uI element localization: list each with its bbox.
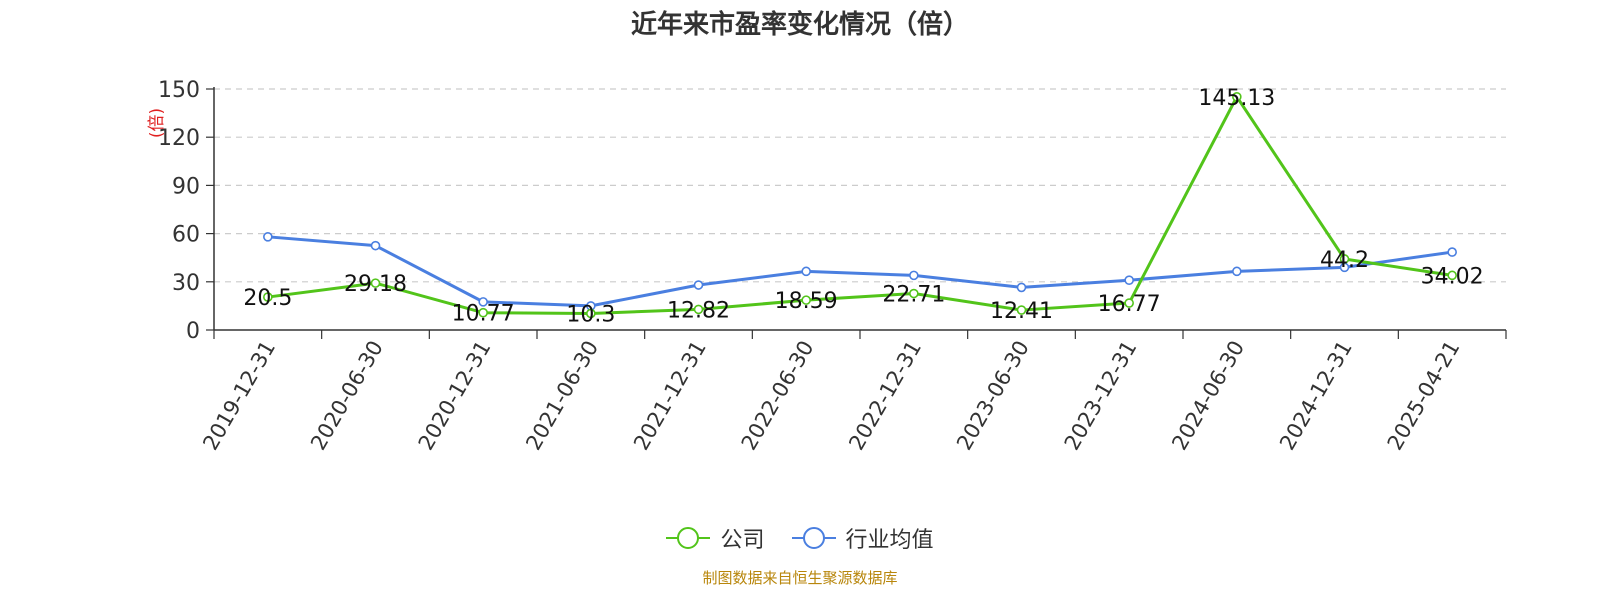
data-point-industry-avg: [802, 267, 810, 275]
data-point-industry-avg: [264, 233, 272, 241]
x-tick-label: 2020-12-31: [414, 337, 496, 455]
data-point-industry-avg: [1448, 248, 1456, 256]
x-tick-label: 2024-12-31: [1275, 337, 1357, 455]
data-label-company: 18.59: [775, 289, 838, 314]
y-tick-label: 60: [172, 223, 200, 248]
data-label-company: 12.82: [667, 298, 730, 323]
legend-marker-industry-avg: [792, 526, 836, 550]
data-point-industry-avg: [695, 281, 703, 289]
source-note: 制图数据来自恒生聚源数据库: [0, 567, 1600, 588]
data-point-industry-avg: [1018, 283, 1026, 291]
data-point-industry-avg: [910, 271, 918, 279]
y-tick-label: 90: [172, 174, 200, 199]
data-label-company: 44.2: [1320, 248, 1369, 273]
data-point-industry-avg: [1233, 267, 1241, 275]
legend-marker-company: [666, 526, 710, 550]
data-label-company: 12.41: [990, 299, 1053, 324]
data-label-company: 10.77: [452, 302, 515, 327]
y-tick-label: 150: [158, 78, 200, 103]
data-label-company: 34.02: [1421, 264, 1484, 289]
x-tick-label: 2019-12-31: [198, 337, 280, 455]
x-tick-label: 2025-04-21: [1383, 337, 1465, 455]
legend: 公司 行业均值: [0, 522, 1600, 556]
x-tick-label: 2021-12-31: [629, 337, 711, 455]
legend-item-company[interactable]: 公司: [666, 522, 764, 554]
x-tick-label: 2021-06-30: [521, 337, 603, 455]
legend-label-industry-avg: 行业均值: [846, 522, 934, 554]
data-point-industry-avg: [1125, 276, 1133, 284]
x-tick-label: 2022-06-30: [737, 337, 819, 455]
data-label-company: 29.18: [344, 272, 407, 297]
data-label-company: 20.5: [243, 286, 292, 311]
y-tick-label: 30: [172, 271, 200, 296]
data-label-company: 22.71: [882, 283, 945, 308]
x-tick-label: 2023-06-30: [952, 337, 1034, 455]
x-tick-label: 2022-12-31: [844, 337, 926, 455]
x-tick-label: 2020-06-30: [306, 337, 388, 455]
y-tick-label: 0: [186, 319, 200, 344]
data-point-industry-avg: [372, 242, 380, 250]
legend-label-company: 公司: [720, 522, 764, 554]
data-label-company: 16.77: [1098, 292, 1161, 317]
y-axis-label: (倍): [147, 108, 167, 138]
legend-item-industry-avg[interactable]: 行业均值: [792, 522, 934, 554]
x-tick-label: 2024-06-30: [1167, 337, 1249, 455]
x-tick-label: 2023-12-31: [1060, 337, 1142, 455]
data-label-company: 145.13: [1198, 86, 1275, 111]
data-label-company: 10.3: [566, 302, 615, 327]
